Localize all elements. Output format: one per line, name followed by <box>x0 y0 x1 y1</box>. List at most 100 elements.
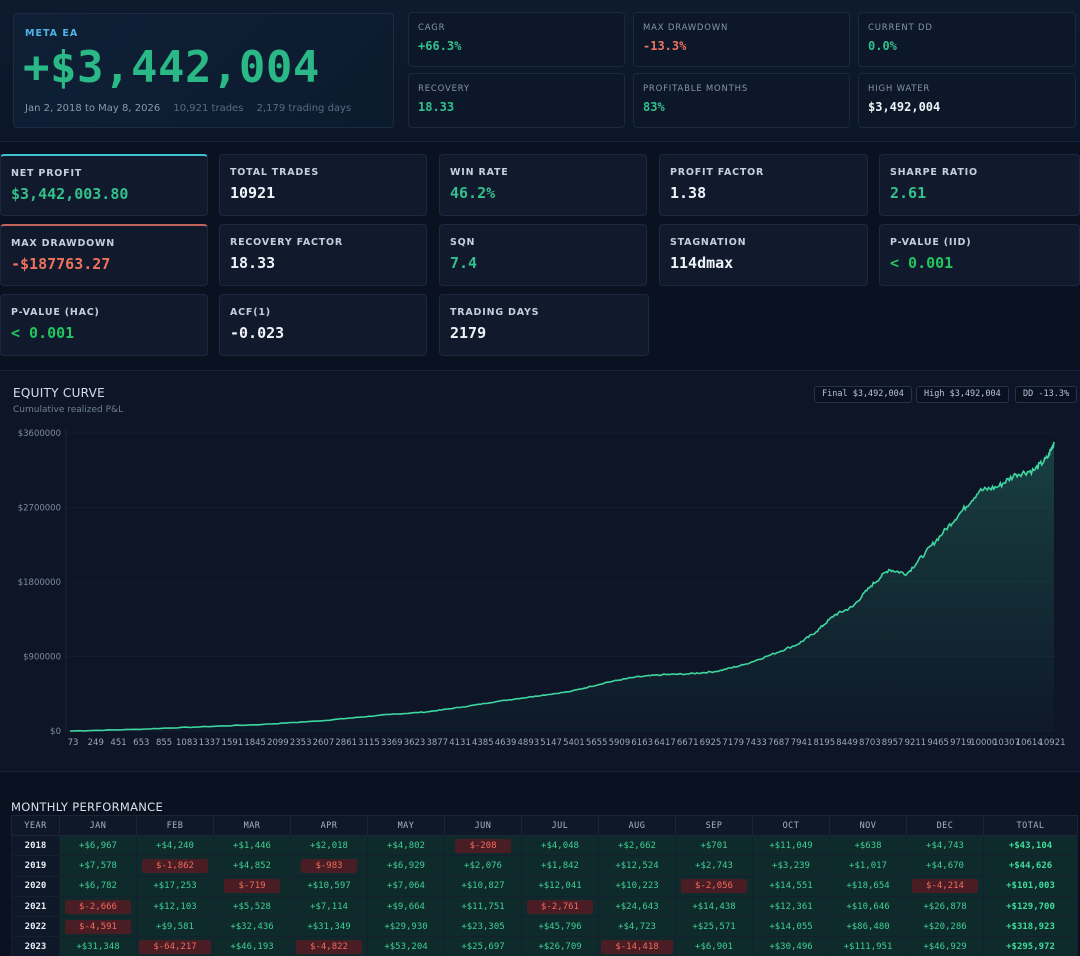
tile-value: 83% <box>643 100 665 114</box>
monthly-table: YEAR JAN FEB MAR APR MAY JUN JUL AUG SEP OCT NOV DEC… <box>11 815 1078 956</box>
stat-value: -0.023 <box>230 324 285 342</box>
x-tick-label: 7941 <box>791 738 813 748</box>
stat-stagnation: STAGNATION 114dmax <box>659 224 868 286</box>
x-tick-label: 2099 <box>267 738 289 748</box>
monthly-row-2019: 2019 +$7,578 $-1,862 +$4,852 $-983 +$6,929 +$2… <box>11 855 1078 877</box>
month-cell: +$14,055 <box>752 916 830 938</box>
month-cell: +$6,929 <box>367 855 445 877</box>
year-cell: 2019 <box>11 855 60 877</box>
month-cell: +$10,223 <box>598 875 676 897</box>
year-total-cell: +$295,972 <box>983 936 1078 956</box>
equity-subtitle: Cumulative realized P&L <box>13 405 124 415</box>
net-profit-headline: +$3,442,004 <box>23 42 320 93</box>
tile-max-drawdown: MAX DRAWDOWN -13.3% <box>633 12 850 67</box>
stat-label: ACF(1) <box>230 307 271 318</box>
x-tick-label: 1591 <box>222 738 244 748</box>
summary-header: META EA +$3,442,004 Jan 2, 2018 to May 8… <box>0 0 1080 142</box>
month-cell-negative: $-64,217 <box>136 936 214 956</box>
stat-max-drawdown: MAX DRAWDOWN -$187763.27 <box>0 224 208 286</box>
monthly-row-2021: 2021 $-2,666 +$12,103 +$5,528 +$7,114 +$9,664… <box>11 895 1078 918</box>
x-tick-label: 8449 <box>836 738 858 748</box>
month-cell: +$26,878 <box>906 895 984 918</box>
x-tick-label: 9719 <box>950 738 972 748</box>
month-cell: +$30,496 <box>752 936 830 956</box>
x-tick-label: 3369 <box>381 738 403 748</box>
tile-label: CURRENT DD <box>868 23 933 33</box>
month-cell: +$7,114 <box>290 895 368 918</box>
year-total-cell: +$318,923 <box>983 916 1078 938</box>
stat-p-value-iid: P-VALUE (IID) < 0.001 <box>879 224 1080 286</box>
x-tick-label: 2861 <box>335 738 357 748</box>
stat-recovery-factor: RECOVERY FACTOR 18.33 <box>219 224 427 286</box>
x-tick-label: 249 <box>88 738 104 748</box>
monthly-col-aug: AUG <box>598 815 676 836</box>
month-cell: +$2,076 <box>444 855 522 877</box>
month-cell: +$29,930 <box>367 916 445 938</box>
year-cell: 2021 <box>11 895 60 918</box>
x-tick-label: 4131 <box>449 738 471 748</box>
month-cell: +$14,551 <box>752 875 830 897</box>
x-tick-label: 653 <box>133 738 149 748</box>
x-tick-label: 1845 <box>244 738 266 748</box>
x-tick-label: 10000 <box>970 738 997 748</box>
tile-current-dd: CURRENT DD 0.0% <box>858 12 1076 67</box>
month-cell: +$7,064 <box>367 875 445 897</box>
month-cell: +$4,670 <box>906 855 984 877</box>
month-cell: +$17,253 <box>136 875 214 897</box>
stat-p-value-hac: P-VALUE (HAC) < 0.001 <box>0 294 208 356</box>
monthly-col-oct: OCT <box>752 815 830 836</box>
stat-value: < 0.001 <box>11 324 75 342</box>
monthly-row-2023: 2023 +$31,348 $-64,217 +$46,193 $-4,822 +$53,… <box>11 936 1078 956</box>
stat-sqn: SQN 7.4 <box>439 224 647 286</box>
equity-chart[interactable]: $0 $900000 $1800000 $2700000 $3600000 73 249 4… <box>0 421 1080 761</box>
stat-trading-days: TRADING DAYS 2179 <box>439 294 649 356</box>
month-cell: +$11,751 <box>444 895 522 918</box>
month-cell: +$2,743 <box>675 855 753 877</box>
tile-label: HIGH WATER <box>868 84 931 94</box>
month-cell: +$14,438 <box>675 895 753 918</box>
stat-value: < 0.001 <box>890 254 954 272</box>
month-cell-negative: $-4,214 <box>906 875 984 897</box>
monthly-row-2018: 2018 +$6,967 +$4,240 +$1,446 +$2,018 +$4,802 $… <box>11 834 1078 857</box>
month-cell: +$46,929 <box>906 936 984 956</box>
monthly-col-sep: SEP <box>675 815 753 836</box>
year-cell: 2023 <box>11 936 60 956</box>
monthly-col-mar: MAR <box>213 815 291 836</box>
equity-area <box>70 441 1054 731</box>
date-range: Jan 2, 2018 to May 8, 2026 <box>25 103 161 114</box>
month-cell: +$45,796 <box>521 916 599 938</box>
y-tick-label: $3600000 <box>18 429 61 439</box>
x-tick-label: 7179 <box>722 738 744 748</box>
stat-label: SQN <box>450 237 476 248</box>
x-tick-label: 10921 <box>1038 738 1065 748</box>
stat-win-rate: WIN RATE 46.2% <box>439 154 647 216</box>
year-total-cell: +$44,626 <box>983 855 1078 877</box>
month-cell: +$53,204 <box>367 936 445 956</box>
month-cell: +$4,723 <box>598 916 676 938</box>
month-cell: +$6,782 <box>59 875 137 897</box>
month-cell: +$86,480 <box>829 916 907 938</box>
stat-sharpe-ratio: SHARPE RATIO 2.61 <box>879 154 1080 216</box>
month-cell: +$4,240 <box>136 834 214 857</box>
x-tick-label: 451 <box>110 738 126 748</box>
x-tick-label: 5401 <box>563 738 585 748</box>
stat-label: TRADING DAYS <box>450 307 540 318</box>
x-tick-label: 3877 <box>426 738 448 748</box>
stat-value: 114dmax <box>670 254 734 272</box>
month-cell: +$4,743 <box>906 834 984 857</box>
x-tick-label: 1337 <box>199 738 221 748</box>
month-cell: +$6,967 <box>59 834 137 857</box>
month-cell-negative: $-208 <box>444 834 522 857</box>
high-pill: High $3,492,004 <box>916 386 1009 403</box>
tile-profitable-months: PROFITABLE MONTHS 83% <box>633 73 850 128</box>
monthly-row-2022: 2022 $-4,591 +$9,581 +$32,436 +$31,349 +$29,9… <box>11 916 1078 938</box>
stat-label: TOTAL TRADES <box>230 167 319 178</box>
month-cell: +$25,571 <box>675 916 753 938</box>
x-tick-label: 7433 <box>745 738 767 748</box>
equity-title: EQUITY CURVE <box>13 386 106 400</box>
year-total-cell: +$43,104 <box>983 834 1078 857</box>
x-tick-label: 2353 <box>290 738 312 748</box>
stat-value: 7.4 <box>450 254 478 272</box>
x-tick-label: 5909 <box>609 738 631 748</box>
x-tick-label: 6671 <box>677 738 699 748</box>
